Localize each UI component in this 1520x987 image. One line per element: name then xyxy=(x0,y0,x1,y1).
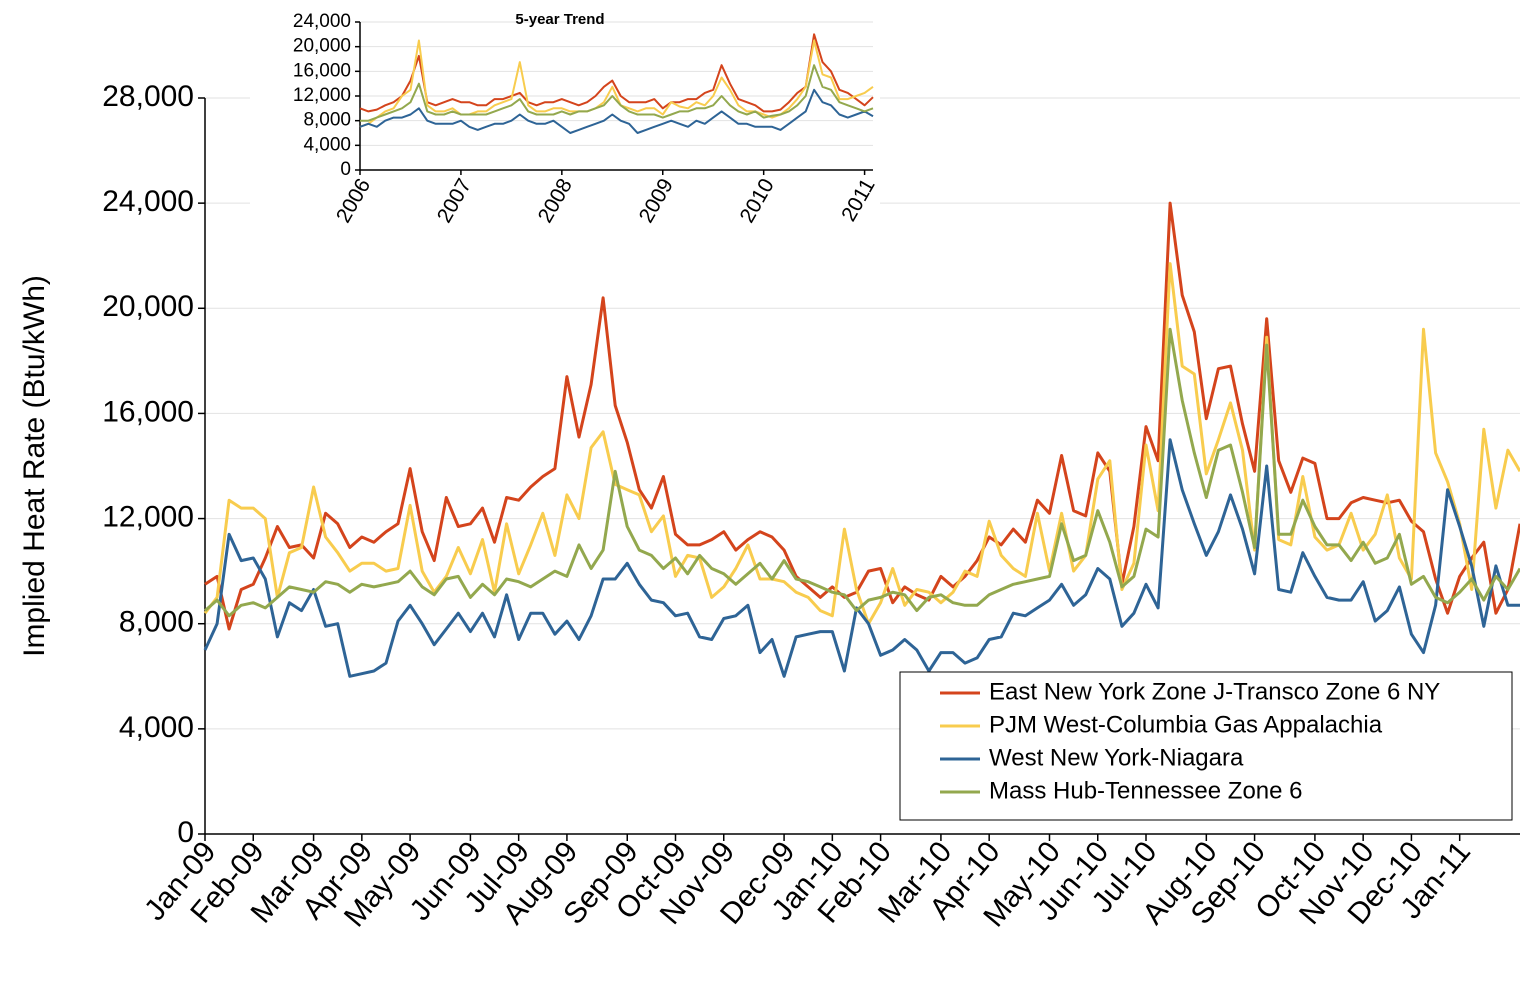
y-tick-label: 20,000 xyxy=(293,36,351,57)
y-tick-label: 12,000 xyxy=(293,85,351,106)
y-tick-label: 16,000 xyxy=(102,395,194,428)
legend-label: East New York Zone J-Transco Zone 6 NY xyxy=(989,678,1440,705)
series-line xyxy=(204,327,1520,618)
y-tick-label: 24,000 xyxy=(293,11,351,32)
y-tick-label: 4,000 xyxy=(303,134,351,155)
y-tick-label: 0 xyxy=(340,159,351,180)
y-tick-label: 20,000 xyxy=(102,290,194,323)
y-tick-label: 12,000 xyxy=(102,500,194,533)
series-line xyxy=(203,262,1520,626)
legend-box xyxy=(899,671,1513,821)
y-tick-label: 4,000 xyxy=(119,711,194,744)
series-line xyxy=(359,88,874,134)
series-line xyxy=(203,438,1520,678)
series-line xyxy=(204,201,1520,631)
chart-title: 5-year Trend xyxy=(515,11,604,28)
legend-label: PJM West-Columbia Gas Appalachia xyxy=(989,711,1383,738)
series-line xyxy=(359,39,874,128)
y-tick-label: 8,000 xyxy=(303,110,351,131)
y-tick-label: 8,000 xyxy=(119,606,194,639)
y-tick-label: 24,000 xyxy=(102,185,194,218)
inset-background xyxy=(250,0,880,268)
series-line xyxy=(360,64,874,122)
y-axis-label: Implied Heat Rate (Btu/kWh) xyxy=(18,275,51,657)
y-tick-label: 28,000 xyxy=(102,80,194,113)
y-tick-label: 0 xyxy=(177,816,194,849)
series-line xyxy=(359,33,874,113)
y-tick-label: 16,000 xyxy=(293,60,351,81)
legend-label: West New York-Niagara xyxy=(989,744,1244,771)
legend-label: Mass Hub-Tennessee Zone 6 xyxy=(989,777,1303,804)
